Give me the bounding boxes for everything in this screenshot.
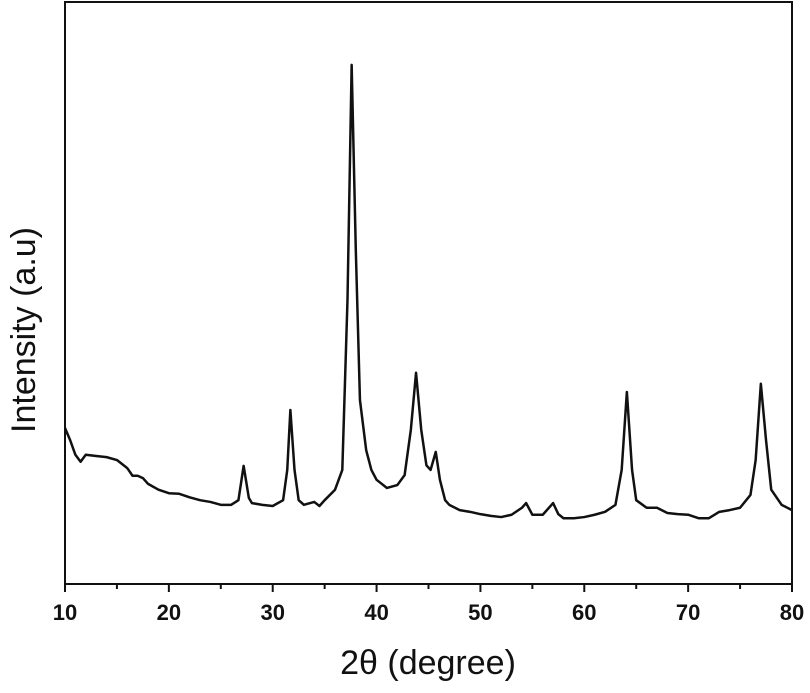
xrd-line bbox=[63, 63, 793, 520]
x-tick-label: 80 bbox=[780, 600, 804, 625]
x-tick-label: 20 bbox=[157, 600, 181, 625]
x-tick-label: 50 bbox=[468, 600, 492, 625]
x-tick-label: 30 bbox=[260, 600, 284, 625]
plot-frame bbox=[64, 1, 793, 585]
x-tick-label: 60 bbox=[572, 600, 596, 625]
x-tick-label: 70 bbox=[676, 600, 700, 625]
x-tick-label: 40 bbox=[364, 600, 388, 625]
x-tick-label: 10 bbox=[53, 600, 77, 625]
y-axis-label: Intensity (a.u) bbox=[5, 227, 43, 433]
x-axis-label: 2θ (degree) bbox=[340, 644, 516, 682]
